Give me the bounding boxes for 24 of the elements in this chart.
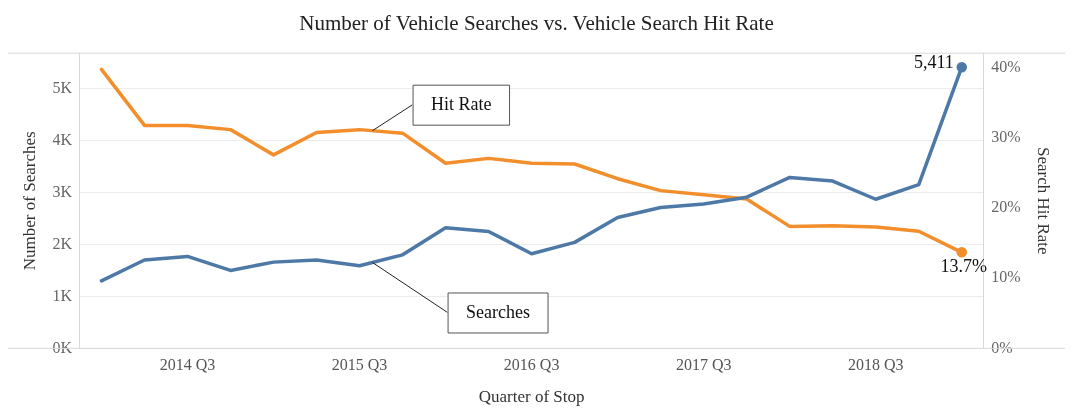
- y-tick-label: 1K: [52, 286, 73, 304]
- y-axis-title: Number of Searches: [19, 131, 39, 271]
- x-tick-label: 2014 Q3: [159, 356, 216, 374]
- text: Searches: [466, 302, 531, 323]
- x-tick-label: 2015 Q3: [331, 356, 388, 374]
- y-tick-label: 0K: [52, 338, 73, 356]
- y2-tick-label: 40%: [991, 58, 1021, 76]
- chart-title: Number of Vehicle Searches vs. Vehicle Search Hit Rate: [299, 11, 774, 36]
- y-tick-label: 4K: [52, 130, 73, 148]
- x-tick-label: 2018 Q3: [847, 356, 904, 374]
- y-tick-label: 5K: [52, 78, 73, 96]
- data-label: 5,411: [913, 51, 954, 72]
- y2-tick-label: 30%: [991, 128, 1021, 146]
- y-tick-label: 3K: [52, 182, 73, 200]
- y2-tick-label: 20%: [991, 198, 1021, 216]
- x-tick-label: 2017 Q3: [675, 356, 732, 374]
- y2-tick-label: 10%: [991, 268, 1021, 286]
- y-tick-label: 2K: [52, 234, 73, 252]
- y2-tick-label: 0%: [991, 338, 1013, 356]
- x-tick-label: 2016 Q3: [503, 356, 560, 374]
- y2-axis-title: Search Hit Rate: [1034, 146, 1054, 255]
- x-axis-title: Quarter of Stop: [478, 387, 585, 407]
- series-label: Hit Rate: [431, 94, 492, 115]
- data-label: 13.7%: [940, 256, 988, 277]
